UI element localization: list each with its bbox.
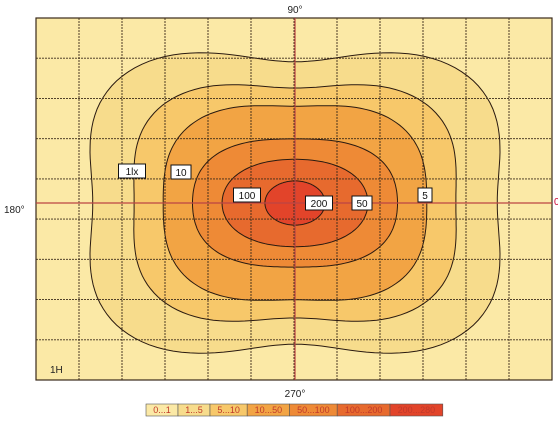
legend-label: 50...100 xyxy=(297,405,330,415)
plot-frame xyxy=(35,17,553,381)
iso-labels-layer: 1lx 10 100 200 50 5 xyxy=(118,163,433,211)
axes-layer xyxy=(36,18,552,380)
iso-label-200: 200 xyxy=(305,195,333,211)
legend-label: 10...50 xyxy=(255,405,283,415)
iso-label-1lx: 1lx xyxy=(118,163,146,179)
legend-label: 5...10 xyxy=(217,405,240,415)
iso-label-10: 10 xyxy=(170,164,192,180)
iso-label-100: 100 xyxy=(233,187,261,203)
legend-swatch xyxy=(389,403,444,417)
legend-label: 100...200 xyxy=(345,405,383,415)
axis-label-left: 180° xyxy=(4,205,25,216)
iso-label-box xyxy=(118,163,146,179)
iso-label-5: 5 xyxy=(417,187,433,203)
iso-label-text: 1lx xyxy=(126,167,139,178)
legend-label: 200...280 xyxy=(398,405,436,415)
corner-label: 1H xyxy=(50,365,63,376)
iso-label-text: 200 xyxy=(311,199,328,210)
iso-label-box xyxy=(170,164,192,180)
iso-label-box xyxy=(351,195,373,211)
iso-label-text: 100 xyxy=(239,191,256,202)
axis-label-right: 0° xyxy=(554,197,558,208)
legend-label: 1...5 xyxy=(185,405,203,415)
iso-label-box xyxy=(233,187,261,203)
axis-label-top: 90° xyxy=(287,5,302,16)
iso-label-50: 50 xyxy=(351,195,373,211)
legend: 0...1 1...5 5...10 10...50 50...100 100...200… xyxy=(145,403,444,417)
iso-label-text: 5 xyxy=(422,191,428,202)
iso-label-text: 50 xyxy=(356,199,368,210)
iso-label-box xyxy=(305,195,333,211)
axis-label-bottom: 270° xyxy=(285,389,306,400)
legend-label: 0...1 xyxy=(153,405,171,415)
iso-label-text: 10 xyxy=(175,168,187,179)
iso-label-box xyxy=(417,187,433,203)
